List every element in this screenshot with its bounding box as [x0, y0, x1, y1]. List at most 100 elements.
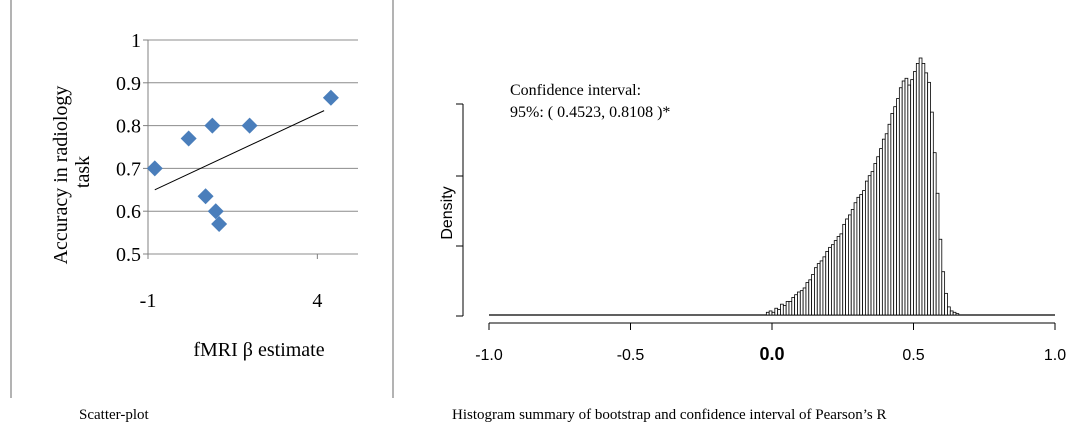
histogram-bar — [791, 297, 796, 316]
scatter-points — [146, 89, 339, 233]
scatter-y-tick-label: 0.8 — [116, 116, 141, 138]
histogram-bar — [794, 294, 798, 316]
histogram-bar — [788, 301, 793, 316]
scatter-gridlines — [148, 39, 358, 255]
scatter-y-label-line1: Accuracy in radiology — [50, 86, 72, 265]
histogram-bar — [822, 256, 827, 316]
scatter-x-ticks: -1 4 — [140, 254, 322, 312]
scatter-point — [211, 216, 228, 233]
scatter-point — [322, 89, 339, 106]
histogram-bar — [780, 303, 784, 316]
scatter-y-tick-label: 1 — [131, 30, 141, 52]
histogram-panel: Density -1.0 -0.5 0.0 0.5 1.0 Confidence int… — [439, 57, 1066, 364]
histogram-bar — [952, 311, 957, 316]
scatter-x-label: fMRI β estimate — [193, 339, 324, 361]
hist-x-tick-label: -0.5 — [617, 347, 645, 364]
histogram-bar — [927, 81, 931, 316]
histogram-bar — [808, 279, 813, 316]
histogram-bar — [856, 196, 861, 316]
histogram-bar — [831, 244, 835, 316]
histogram-bar — [955, 313, 960, 316]
scatter-point — [180, 130, 197, 147]
scatter-y-ticks: 1 0.9 0.8 0.7 0.6 0.5 — [116, 30, 148, 266]
hist-x-tick-label: 0.5 — [902, 347, 924, 364]
histogram-bar — [944, 292, 948, 316]
scatter-x-tick-label: 4 — [312, 290, 322, 312]
scatter-y-label-line2: task — [72, 156, 94, 188]
histogram-bar — [816, 263, 821, 316]
histogram-bar — [845, 218, 849, 316]
hist-annotation-line2: 95%: ( 0.4523, 0.8108 )* — [510, 104, 670, 121]
histogram-bar — [782, 305, 787, 316]
left-caption: Scatter-plot — [79, 407, 150, 423]
histogram-bar — [859, 194, 863, 316]
histogram-bar — [802, 287, 807, 316]
histogram-bar — [907, 84, 912, 316]
histogram-bar — [893, 106, 897, 316]
scatter-x-tick-label: -1 — [140, 290, 157, 312]
hist-x-ticks: -1.0 -0.5 0.0 0.5 1.0 — [475, 323, 1066, 364]
histogram-bar — [853, 202, 858, 316]
histogram-bar — [785, 301, 790, 316]
scatter-y-tick-label: 0.5 — [116, 244, 141, 266]
histogram-bar — [918, 57, 923, 316]
histogram-bar — [819, 260, 824, 316]
scatter-point — [241, 117, 258, 134]
scatter-point — [207, 203, 224, 220]
histogram-bar — [921, 63, 926, 316]
histogram-bar — [947, 306, 951, 316]
scatter-y-tick-label: 0.6 — [116, 201, 141, 223]
histogram-bar — [768, 310, 773, 316]
histogram-bar — [797, 291, 801, 316]
histogram-bar — [864, 180, 869, 316]
histogram-bar — [881, 138, 886, 316]
histogram-bar — [825, 251, 830, 316]
hist-x-tick-label: 0.0 — [759, 344, 784, 364]
histogram-bar — [862, 190, 866, 316]
histogram-bar — [873, 163, 878, 316]
right-caption: Histogram summary of bootstrap and confi… — [452, 407, 886, 423]
histogram-bar — [910, 79, 914, 316]
scatter-point — [146, 160, 163, 177]
histogram-bar — [836, 236, 841, 316]
scatter-y-tick-label: 0.7 — [116, 158, 141, 180]
scatter-point — [197, 188, 214, 205]
histogram-bar — [848, 214, 852, 316]
hist-annotation-line1: Confidence interval: — [510, 82, 641, 99]
scatter-trendline — [154, 110, 325, 191]
histogram-bar — [876, 156, 880, 316]
histogram-bar — [850, 209, 855, 316]
histogram-bar — [904, 77, 909, 316]
histogram-bar — [924, 72, 929, 316]
histogram-bar — [932, 152, 937, 316]
histogram-bar — [811, 274, 815, 316]
histogram-bar — [814, 267, 818, 316]
histogram-bar — [870, 171, 875, 316]
histogram-bar — [805, 282, 810, 316]
histogram-bar — [771, 311, 776, 316]
histogram-bar — [799, 290, 804, 316]
histogram-bar — [941, 271, 946, 316]
hist-x-tick-label: -1.0 — [475, 347, 503, 364]
hist-x-tick-label: 1.0 — [1044, 347, 1066, 364]
histogram-bars — [765, 57, 960, 316]
histogram-bar — [930, 111, 934, 316]
histogram-bar — [828, 246, 832, 316]
histogram-bar — [890, 113, 895, 316]
histogram-bar — [935, 192, 940, 316]
scatter-y-tick-label: 0.9 — [116, 73, 141, 95]
histogram-bar — [896, 98, 900, 316]
histogram-bar — [842, 223, 846, 316]
histogram-bar — [901, 80, 906, 316]
histogram-bar — [884, 133, 889, 316]
histogram-bar — [887, 123, 892, 316]
histogram-bar — [879, 148, 883, 316]
histogram-bar — [833, 240, 838, 316]
histogram-bar — [774, 307, 779, 316]
histogram-bar — [765, 311, 770, 316]
histogram-bar — [949, 310, 954, 316]
histogram-bar — [839, 233, 844, 316]
histogram-bar — [915, 63, 920, 316]
histogram-bar — [777, 309, 781, 316]
